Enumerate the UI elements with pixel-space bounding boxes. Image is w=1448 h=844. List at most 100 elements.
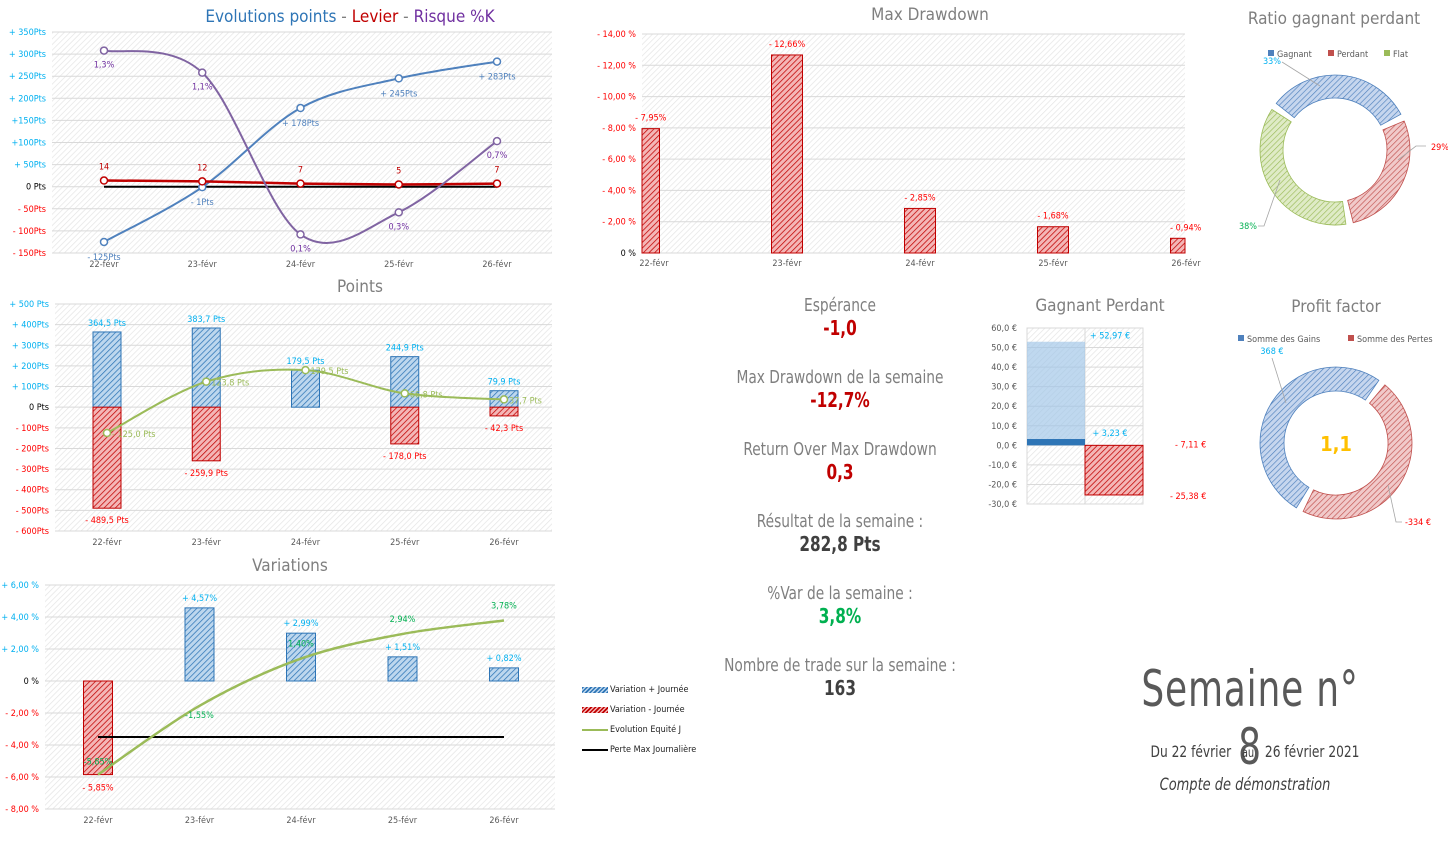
kpi-return-over-drawdown: Return Over Max Drawdown 0,3 — [680, 439, 1000, 484]
legend-label: Perdant — [1337, 50, 1368, 60]
risque-line — [103, 49, 498, 244]
levier-data-label: 12 — [197, 163, 207, 173]
flat-slice — [1259, 108, 1347, 226]
week-dates: Du 22 février au 26 février 2021 — [1132, 742, 1379, 761]
loss-data-label: - 42,3 Pts — [485, 424, 523, 434]
perdant-total-label: - 25,38 € — [1170, 492, 1206, 502]
equity-data-label: -5,85% — [84, 758, 113, 768]
y-tick-label: 0 Pts — [29, 403, 49, 413]
kpi-esperance: Espérance -1,0 — [680, 295, 1000, 340]
drawdown-bar — [904, 207, 936, 254]
legend-label: Evolution Equité J — [610, 725, 682, 735]
week-title: Semaine n° 8 — [1141, 660, 1359, 776]
max-drawdown-chart: - 14,00 % - 12,00 % - 10,00 % - 8,00 % - 6,0… — [597, 5, 1202, 269]
loss-bar — [489, 406, 519, 417]
kpi-label: %Var de la semaine : — [767, 583, 913, 604]
drawdown-bar — [1170, 237, 1186, 254]
kpi-var-semaine: %Var de la semaine : 3,8% — [680, 583, 1000, 628]
y-tick-label: + 250Pts — [9, 72, 46, 82]
equity-line — [97, 619, 505, 776]
kpi-label: Résultat de la semaine : — [756, 511, 924, 532]
variations-legend: Variation + Journée Variation - Journée … — [582, 680, 696, 760]
kpi-label: Nombre de trade sur la semaine : — [724, 655, 956, 676]
chart-title: Max Drawdown — [871, 5, 989, 25]
losses-slice — [1302, 384, 1413, 520]
gain-data-label: 364,5 Pts — [88, 319, 126, 329]
y-tick-label: + 200Pts — [12, 362, 49, 372]
chart-title: Ratio gagnant perdant — [1248, 9, 1420, 29]
points-marker — [394, 74, 403, 83]
x-tick-label: 26-févr — [1171, 258, 1201, 269]
legend-label: Somme des Gains — [1247, 335, 1320, 345]
levier-marker — [99, 176, 109, 185]
losses-data-label: -334 € — [1405, 518, 1431, 528]
kpi-value: 282,8 Pts — [799, 532, 881, 556]
legend-swatch-icon — [1348, 335, 1354, 341]
kpi-value: -1,0 — [823, 316, 857, 340]
gain-bar — [191, 327, 221, 408]
x-tick-label: 24-févr — [905, 258, 935, 269]
points-marker — [99, 237, 109, 247]
date-au: au — [1241, 746, 1255, 761]
legend-item-perte-max: Perte Max Journalière — [582, 740, 696, 760]
y-tick-label: 0 % — [621, 249, 637, 259]
title-part: Levier — [352, 7, 399, 27]
net-marker — [301, 365, 310, 375]
variation-plus-label: + 0,82% — [486, 654, 521, 664]
y-tick-label: 20,0 € — [991, 402, 1017, 412]
gagnant-total-bar — [1027, 341, 1085, 446]
points-data-label: + 283Pts — [478, 73, 515, 83]
perdant-net-label: - 7,11 € — [1175, 440, 1206, 450]
x-tick-label: 25-févr — [1038, 258, 1068, 269]
drawdown-bar — [771, 54, 803, 254]
x-tick-label: 23-févr — [188, 259, 218, 270]
risque-data-label: 1,3% — [94, 61, 115, 71]
gagnant-slice — [1275, 74, 1402, 126]
y-tick-label: 30,0 € — [991, 383, 1017, 393]
leader-line — [1397, 145, 1426, 161]
x-tick-label: 25-févr — [384, 259, 414, 270]
green-line-swatch-icon — [582, 729, 608, 731]
gains-data-label: 368 € — [1260, 347, 1283, 357]
x-tick-label: 24-févr — [291, 537, 321, 548]
account-type: Compte de démonstration — [1159, 775, 1331, 795]
y-tick-label: - 500Pts — [16, 506, 49, 516]
levier-data-label: 14 — [99, 163, 109, 173]
variations-chart: + 6,00 % + 4,00 % + 2,00 % 0 % - 2,00 % - 4,0… — [1, 556, 555, 826]
variation-plus-bar — [286, 632, 316, 682]
risque-data-label: 0,1% — [290, 244, 311, 254]
y-tick-label: - 4,00 % — [5, 741, 39, 751]
legend-label: Somme des Pertes — [1357, 335, 1433, 345]
gain-bar — [390, 356, 420, 408]
legend-label: Variation + Journée — [610, 685, 689, 695]
y-tick-label: -30,0 € — [988, 500, 1017, 510]
y-tick-label: - 300Pts — [16, 465, 49, 475]
leader-line — [1281, 61, 1321, 87]
y-tick-label: - 50Pts — [18, 205, 46, 215]
y-tick-label: - 150Pts — [13, 249, 46, 259]
y-tick-label: +100Pts — [11, 139, 46, 149]
x-tick-label: 23-févr — [192, 537, 222, 548]
levier-marker — [198, 177, 207, 186]
points-data-label: + 245Pts — [380, 89, 417, 99]
levier-data-label: 7 — [494, 166, 499, 176]
kpi-value: 163 — [824, 676, 856, 700]
y-tick-label: - 100Pts — [13, 227, 46, 237]
kpi-resultat: Résultat de la semaine : 282,8 Pts — [680, 511, 1000, 556]
y-tick-label: - 200Pts — [16, 444, 49, 454]
y-tick-label: + 500 Pts — [9, 300, 49, 310]
levier-marker — [394, 180, 403, 189]
risque-data-label: 1,1% — [192, 83, 213, 93]
loss-data-label: - 178,0 Pts — [383, 452, 427, 462]
y-tick-label: - 6,00 % — [602, 155, 636, 165]
net-data-label: 179,5 Pts — [311, 367, 349, 377]
y-tick-label: +150Pts — [11, 116, 46, 126]
kpi-nombre-trades: Nombre de trade sur la semaine : 163 — [680, 655, 1000, 700]
leader-line — [1258, 179, 1281, 227]
perdant-slice — [1347, 120, 1411, 224]
net-marker — [400, 389, 409, 398]
y-tick-label: 50,0 € — [991, 344, 1017, 354]
levier-marker — [492, 179, 502, 188]
y-tick-label: 10,0 € — [991, 422, 1017, 432]
risque-data-label: 0,3% — [388, 222, 409, 232]
